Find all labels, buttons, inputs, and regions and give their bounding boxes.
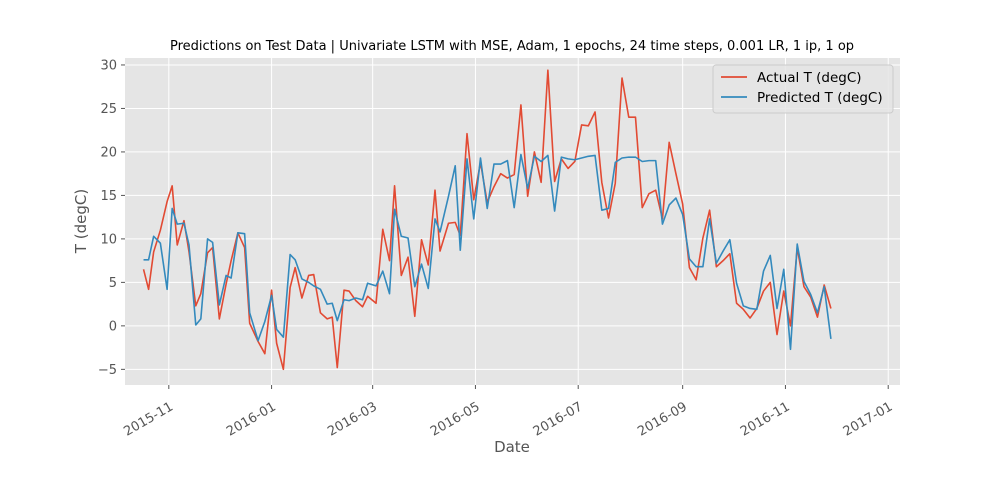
x-tick-label: 2016-07 bbox=[531, 399, 586, 439]
grid-lines bbox=[125, 58, 900, 385]
y-tick-label: 30 bbox=[100, 58, 117, 73]
x-tick-label: 2016-09 bbox=[635, 399, 690, 439]
x-tick-label: 2016-05 bbox=[428, 399, 483, 439]
y-tick-label: 15 bbox=[100, 189, 117, 204]
x-axis: 2015-11 2016-01 2016-03 2016-05 2016-07 2016-… bbox=[121, 385, 895, 440]
x-tick-label: 2017-01 bbox=[841, 399, 896, 439]
series-line-predicted bbox=[143, 153, 832, 351]
y-tick-label: 5 bbox=[109, 276, 117, 291]
y-tick-label: 25 bbox=[100, 102, 117, 117]
legend-box bbox=[712, 64, 894, 114]
series-layer bbox=[142, 69, 832, 371]
x-axis-label: Date bbox=[494, 438, 530, 456]
y-tick-label: −5 bbox=[98, 363, 117, 378]
legend-entry: Predicted T (degC) bbox=[757, 90, 883, 106]
x-tick-label: 2016-03 bbox=[325, 399, 380, 439]
x-tick-label: 2016-11 bbox=[738, 399, 793, 439]
legend-entry: Actual T (degC) bbox=[757, 70, 862, 86]
y-axis: −5 0 5 10 15 20 25 30 bbox=[98, 58, 125, 378]
legend: Actual T (degC) Predicted T (degC) bbox=[712, 64, 894, 114]
y-tick-label: 20 bbox=[100, 145, 117, 160]
chart-title: Predictions on Test Data | Univariate LS… bbox=[170, 39, 854, 54]
x-tick-label: 2016-01 bbox=[224, 399, 279, 439]
y-axis-label: T (degC) bbox=[72, 189, 90, 254]
x-tick-label: 2015-11 bbox=[121, 399, 176, 439]
y-tick-label: 10 bbox=[100, 232, 117, 247]
y-tick-label: 0 bbox=[109, 319, 117, 334]
